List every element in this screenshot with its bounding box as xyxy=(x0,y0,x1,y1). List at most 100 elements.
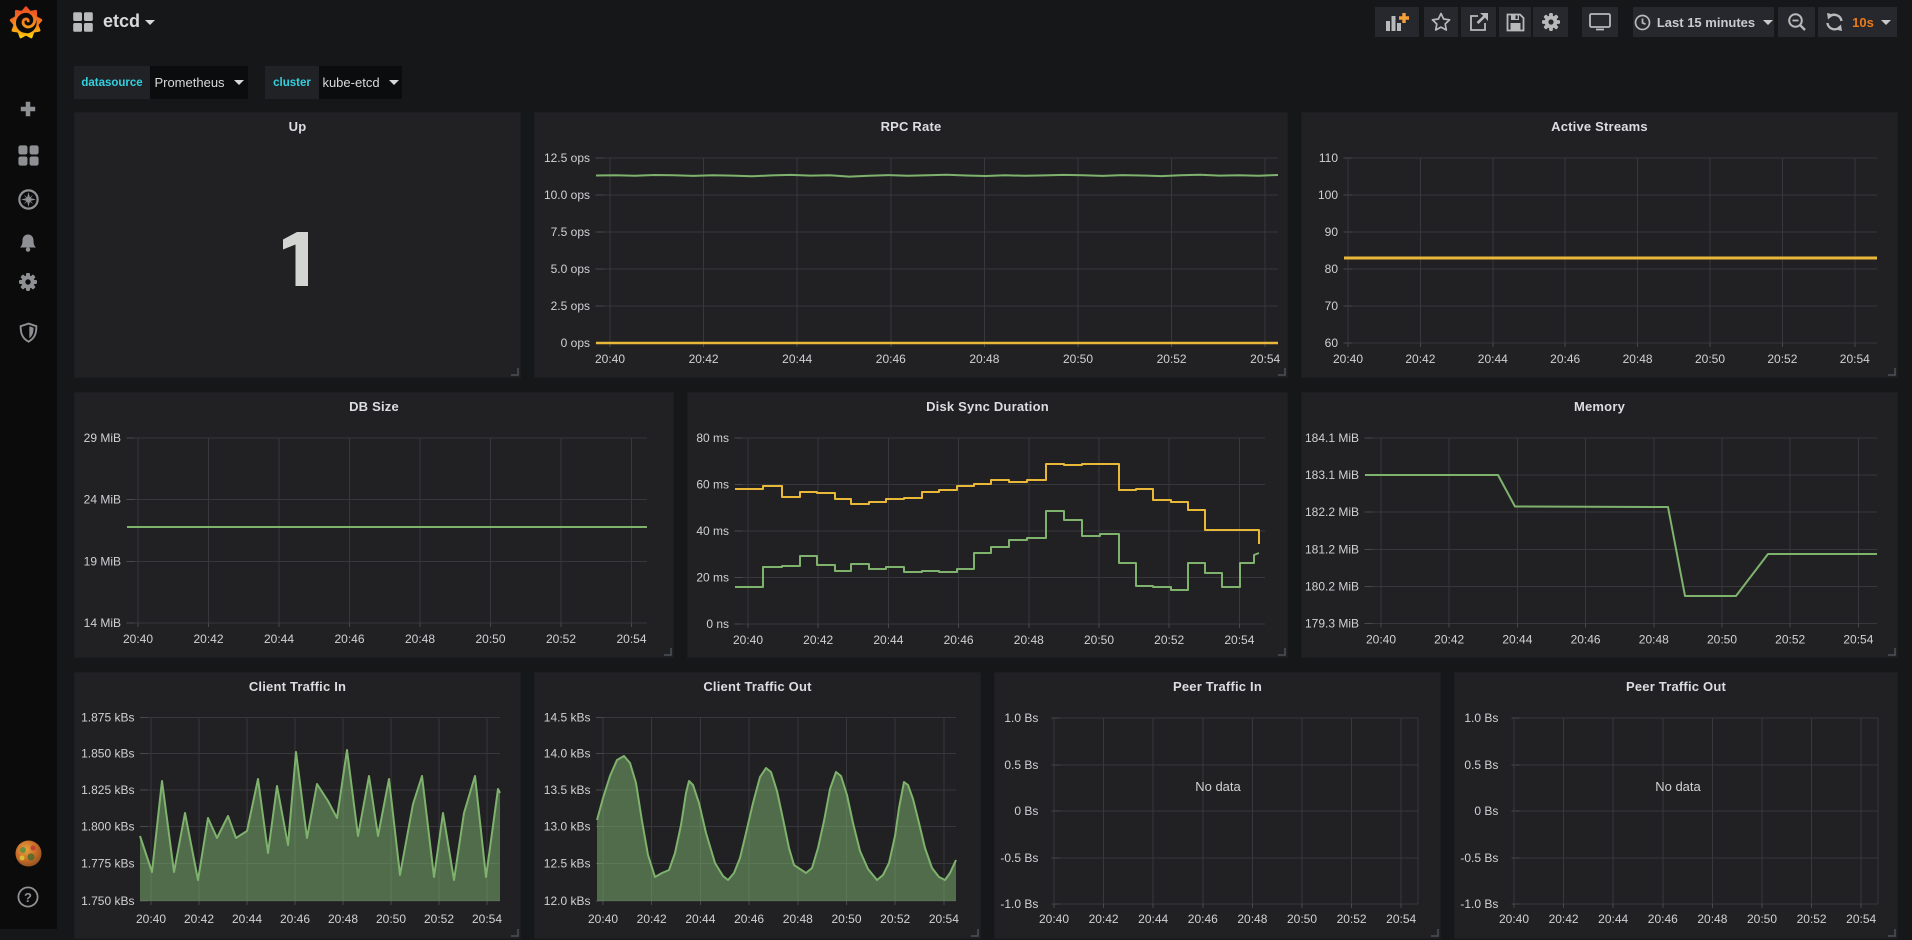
svg-text:20:42: 20:42 xyxy=(1549,912,1579,926)
svg-text:1.825 kBs: 1.825 kBs xyxy=(81,783,134,797)
svg-text:20:40: 20:40 xyxy=(1499,912,1529,926)
svg-text:20:40: 20:40 xyxy=(136,912,166,926)
svg-text:?: ? xyxy=(24,890,32,905)
svg-text:12.0 kBs: 12.0 kBs xyxy=(544,894,591,908)
svg-text:20:52: 20:52 xyxy=(546,632,576,646)
svg-text:20:50: 20:50 xyxy=(831,912,861,926)
svg-text:20:46: 20:46 xyxy=(1188,912,1218,926)
svg-text:20:44: 20:44 xyxy=(1502,633,1532,647)
svg-text:20:54: 20:54 xyxy=(1386,912,1416,926)
svg-text:20:44: 20:44 xyxy=(782,352,812,366)
svg-text:181.2 MiB: 181.2 MiB xyxy=(1305,543,1359,557)
svg-text:20:52: 20:52 xyxy=(1337,912,1367,926)
svg-text:180.2 MiB: 180.2 MiB xyxy=(1305,580,1359,594)
svg-text:20:40: 20:40 xyxy=(588,912,618,926)
svg-text:20:46: 20:46 xyxy=(1550,352,1580,366)
svg-text:80 ms: 80 ms xyxy=(696,431,729,445)
svg-text:20:54: 20:54 xyxy=(1840,352,1870,366)
svg-text:20:42: 20:42 xyxy=(193,632,223,646)
svg-text:20:44: 20:44 xyxy=(1598,912,1628,926)
svg-text:No data: No data xyxy=(1195,779,1241,794)
svg-text:20:48: 20:48 xyxy=(1623,352,1653,366)
svg-text:0 ops: 0 ops xyxy=(561,336,590,350)
svg-text:20:40: 20:40 xyxy=(733,633,763,647)
svg-text:20:42: 20:42 xyxy=(1434,633,1464,647)
svg-text:1.0 Bs: 1.0 Bs xyxy=(1004,711,1038,725)
svg-text:7.5 ops: 7.5 ops xyxy=(551,225,590,239)
svg-text:20:54: 20:54 xyxy=(616,632,646,646)
svg-text:20:50: 20:50 xyxy=(1063,352,1093,366)
svg-text:20:54: 20:54 xyxy=(472,912,502,926)
svg-text:12.5 ops: 12.5 ops xyxy=(544,151,590,165)
svg-text:20:50: 20:50 xyxy=(1695,352,1725,366)
svg-text:0 ns: 0 ns xyxy=(706,617,729,631)
svg-text:90: 90 xyxy=(1325,225,1339,239)
svg-text:14.0 kBs: 14.0 kBs xyxy=(544,746,591,760)
svg-text:70: 70 xyxy=(1325,299,1339,313)
svg-text:20:52: 20:52 xyxy=(424,912,454,926)
svg-text:80: 80 xyxy=(1325,262,1339,276)
svg-text:60: 60 xyxy=(1325,336,1339,350)
svg-text:20:44: 20:44 xyxy=(232,912,262,926)
svg-text:184.1 MiB: 184.1 MiB xyxy=(1305,431,1359,445)
svg-text:20:52: 20:52 xyxy=(1154,633,1184,647)
svg-text:20:42: 20:42 xyxy=(184,912,214,926)
svg-text:20:50: 20:50 xyxy=(376,912,406,926)
svg-text:20 ms: 20 ms xyxy=(696,571,729,585)
svg-text:20:44: 20:44 xyxy=(264,632,294,646)
svg-text:5.0 ops: 5.0 ops xyxy=(551,262,590,276)
svg-text:12.5 kBs: 12.5 kBs xyxy=(544,857,591,871)
svg-text:13.5 kBs: 13.5 kBs xyxy=(544,783,591,797)
svg-text:20:42: 20:42 xyxy=(689,352,719,366)
svg-text:19 MiB: 19 MiB xyxy=(84,554,121,568)
svg-text:13.0 kBs: 13.0 kBs xyxy=(544,820,591,834)
svg-text:20:52: 20:52 xyxy=(1775,633,1805,647)
svg-text:20:48: 20:48 xyxy=(1237,912,1267,926)
svg-text:-0.5 Bs: -0.5 Bs xyxy=(1460,851,1498,865)
svg-text:20:46: 20:46 xyxy=(1648,912,1678,926)
svg-text:20:48: 20:48 xyxy=(328,912,358,926)
svg-text:1.775 kBs: 1.775 kBs xyxy=(81,857,134,871)
svg-text:20:44: 20:44 xyxy=(1138,912,1168,926)
svg-text:20:54: 20:54 xyxy=(1250,352,1280,366)
svg-text:0 Bs: 0 Bs xyxy=(1474,804,1498,818)
svg-text:40 ms: 40 ms xyxy=(696,524,729,538)
svg-text:20:48: 20:48 xyxy=(1697,912,1727,926)
svg-text:20:44: 20:44 xyxy=(873,633,903,647)
svg-text:20:48: 20:48 xyxy=(969,352,999,366)
svg-text:1.750 kBs: 1.750 kBs xyxy=(81,894,134,908)
svg-text:20:54: 20:54 xyxy=(1846,912,1876,926)
svg-text:20:52: 20:52 xyxy=(1797,912,1827,926)
svg-text:29 MiB: 29 MiB xyxy=(84,431,121,445)
svg-text:100: 100 xyxy=(1318,188,1338,202)
svg-text:20:44: 20:44 xyxy=(685,912,715,926)
svg-text:179.3 MiB: 179.3 MiB xyxy=(1305,617,1359,631)
svg-text:20:48: 20:48 xyxy=(1639,633,1669,647)
svg-text:20:48: 20:48 xyxy=(783,912,813,926)
svg-text:1.850 kBs: 1.850 kBs xyxy=(81,746,134,760)
svg-text:20:50: 20:50 xyxy=(1747,912,1777,926)
svg-text:20:52: 20:52 xyxy=(1767,352,1797,366)
svg-text:0.5 Bs: 0.5 Bs xyxy=(1004,758,1038,772)
svg-text:1.800 kBs: 1.800 kBs xyxy=(81,820,134,834)
svg-text:-1.0 Bs: -1.0 Bs xyxy=(1460,897,1498,911)
svg-text:20:54: 20:54 xyxy=(1843,633,1873,647)
svg-text:20:46: 20:46 xyxy=(876,352,906,366)
svg-text:1.0 Bs: 1.0 Bs xyxy=(1464,711,1498,725)
svg-text:60 ms: 60 ms xyxy=(696,478,729,492)
svg-text:20:42: 20:42 xyxy=(803,633,833,647)
svg-text:20:50: 20:50 xyxy=(475,632,505,646)
svg-text:20:50: 20:50 xyxy=(1084,633,1114,647)
svg-text:183.1 MiB: 183.1 MiB xyxy=(1305,468,1359,482)
svg-text:20:46: 20:46 xyxy=(280,912,310,926)
svg-text:20:40: 20:40 xyxy=(595,352,625,366)
svg-text:10.0 ops: 10.0 ops xyxy=(544,188,590,202)
svg-text:182.2 MiB: 182.2 MiB xyxy=(1305,505,1359,519)
svg-text:1.875 kBs: 1.875 kBs xyxy=(81,711,134,725)
svg-text:20:50: 20:50 xyxy=(1707,633,1737,647)
svg-text:20:46: 20:46 xyxy=(734,912,764,926)
svg-text:14.5 kBs: 14.5 kBs xyxy=(544,711,591,725)
svg-text:20:42: 20:42 xyxy=(1089,912,1119,926)
svg-text:20:52: 20:52 xyxy=(1157,352,1187,366)
svg-text:24 MiB: 24 MiB xyxy=(84,493,121,507)
